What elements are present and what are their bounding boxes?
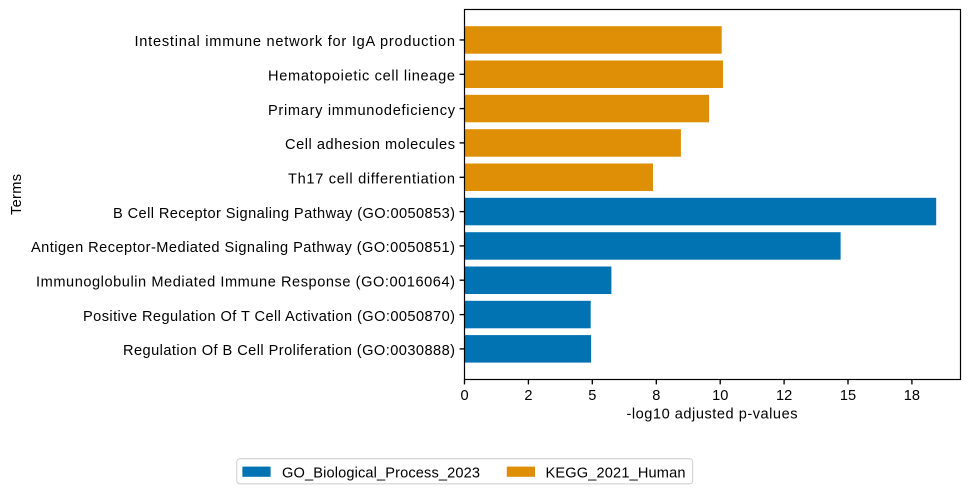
svg-text:-log10 adjusted p-values: -log10 adjusted p-values — [627, 406, 798, 422]
svg-text:Intestinal immune network for: Intestinal immune network for IgA produc… — [135, 34, 456, 50]
svg-text:12: 12 — [776, 388, 792, 404]
svg-text:Hematopoietic cell lineage: Hematopoietic cell lineage — [268, 69, 455, 85]
svg-text:2: 2 — [524, 388, 532, 404]
svg-text:KEGG_2021_Human: KEGG_2021_Human — [546, 465, 686, 481]
svg-text:8: 8 — [652, 388, 660, 404]
svg-text:Positive Regulation Of T Cell: Positive Regulation Of T Cell Activation… — [83, 309, 455, 325]
svg-text:Th17 cell differentiation: Th17 cell differentiation — [288, 172, 455, 188]
svg-text:B Cell Receptor Signaling Path: B Cell Receptor Signaling Pathway (GO:00… — [113, 206, 455, 222]
svg-text:Primary immunodeficiency: Primary immunodeficiency — [268, 103, 456, 119]
svg-text:10: 10 — [712, 388, 728, 404]
svg-text:Regulation Of B Cell Prolifera: Regulation Of B Cell Proliferation (GO:0… — [123, 343, 455, 359]
svg-text:Cell adhesion molecules: Cell adhesion molecules — [285, 137, 455, 153]
svg-text:Terms: Terms — [9, 174, 25, 215]
svg-text:GO_Biological_Process_2023: GO_Biological_Process_2023 — [282, 465, 480, 481]
svg-text:Immunoglobulin Mediated Immune: Immunoglobulin Mediated Immune Response … — [36, 274, 455, 290]
svg-text:Antigen Receptor-Mediated Sign: Antigen Receptor-Mediated Signaling Path… — [31, 240, 455, 256]
svg-text:5: 5 — [588, 388, 596, 404]
svg-text:18: 18 — [904, 388, 920, 404]
svg-text:0: 0 — [460, 388, 468, 404]
svg-text:15: 15 — [840, 388, 856, 404]
